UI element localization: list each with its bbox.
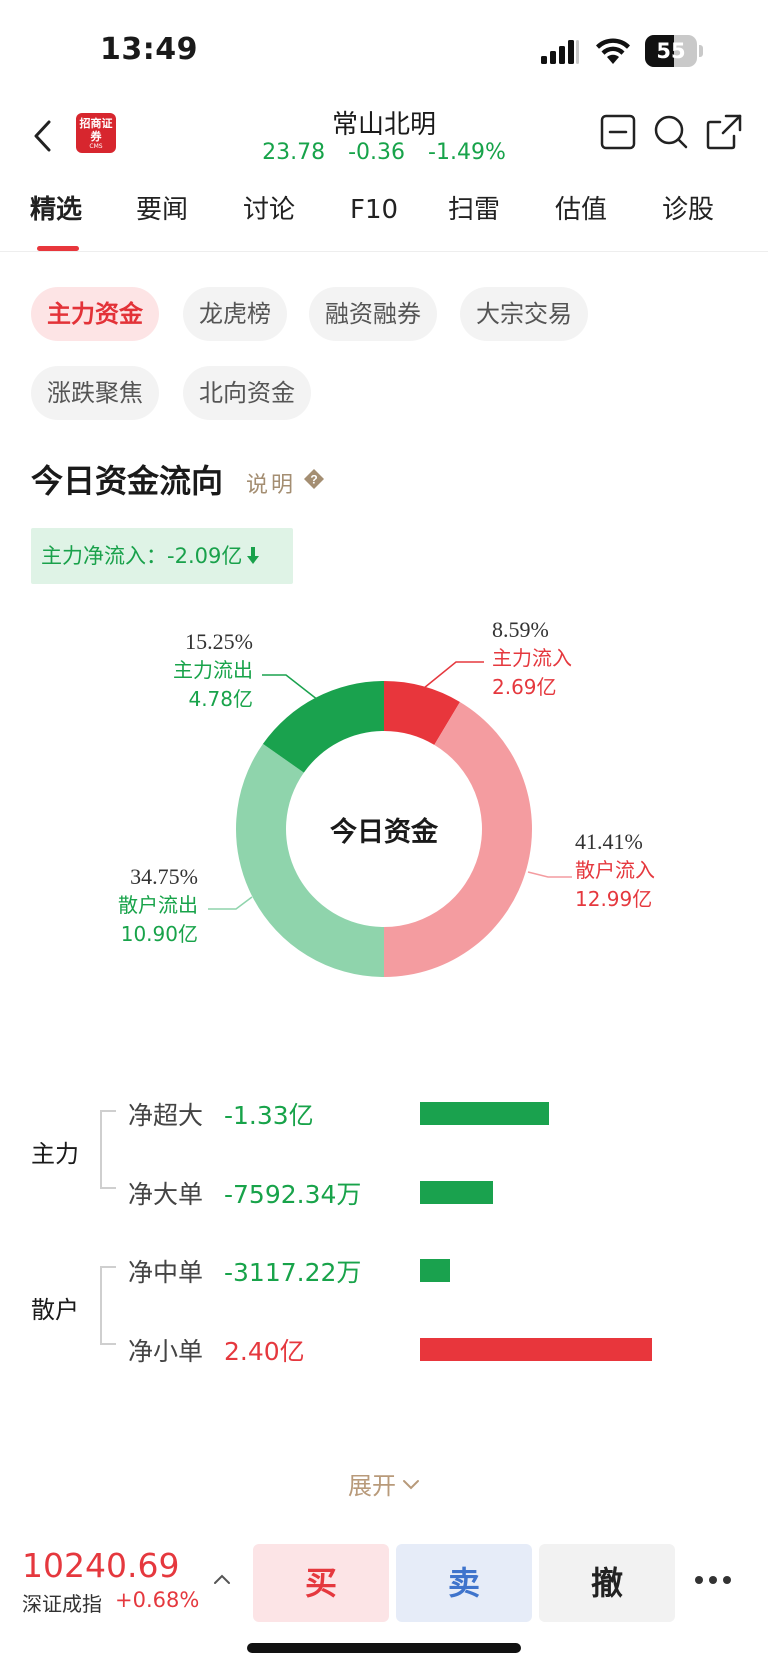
search-icon[interactable] (651, 112, 691, 152)
broker-logo: 招商证券 CMS (76, 113, 116, 153)
bar-medium (420, 1259, 451, 1282)
share-icon[interactable] (704, 112, 744, 152)
bottom-trade-bar: 10240.69 深证成指 +0.68% 买 卖 撤 (0, 1536, 768, 1626)
slice-main-inflow (384, 681, 460, 745)
chip-northbound[interactable]: 北向资金 (183, 366, 311, 420)
index-change[interactable]: +0.68% (115, 1588, 200, 1612)
status-time: 13:49 (100, 32, 198, 67)
retail-inflow-percent: 41.41% (575, 829, 643, 854)
index-name[interactable]: 深证成指 (22, 1592, 102, 1616)
net-inflow-badge: 主力净流入：-2.09亿 (31, 528, 293, 584)
net-inflow-value: -2.09亿 (167, 544, 243, 568)
slice-main-outflow (262, 681, 384, 773)
chip-price-focus[interactable]: 涨跌聚焦 (31, 366, 159, 420)
buy-button[interactable]: 买 (253, 1544, 389, 1622)
status-bar: 13:49 55 (0, 0, 768, 100)
home-indicator (247, 1643, 521, 1653)
leader-retail-outflow (208, 896, 253, 910)
retail-inflow-amount: 12.99亿 (575, 887, 653, 911)
group-bracket-retail (100, 1266, 116, 1345)
row-value-large: -7592.34万 (224, 1180, 362, 1209)
stock-header: 招商证券 CMS 常山北明 23.78 -0.36 -1.49% (0, 100, 768, 180)
retail-outflow-name: 散户流出 (118, 893, 198, 917)
group-bracket-main (100, 1110, 116, 1189)
bar-large (420, 1181, 494, 1204)
stock-quote: 23.78 -0.36 -1.49% (0, 140, 768, 165)
main-tabs: 精选 要闻 讨论 F10 扫雷 估值 诊股 (0, 190, 768, 252)
main-inflow-amount: 2.69亿 (492, 675, 557, 699)
bar-super-large (420, 1102, 549, 1125)
retail-outflow-percent: 34.75% (130, 864, 198, 889)
chip-margin-trading[interactable]: 融资融券 (309, 287, 437, 341)
stock-change-pct: -1.49% (428, 140, 506, 165)
chevron-down-icon (403, 1480, 419, 1490)
retail-outflow-amount: 10.90亿 (120, 922, 198, 946)
tab-news[interactable]: 要闻 (136, 195, 189, 225)
battery-icon: 55 (645, 35, 703, 67)
wifi-icon (596, 38, 630, 64)
group-label-main: 主力 (31, 1140, 79, 1168)
chip-main-funds[interactable]: 主力资金 (31, 287, 159, 341)
chip-block-trade[interactable]: 大宗交易 (460, 287, 588, 341)
expand-button[interactable]: 展开 (0, 1466, 768, 1501)
fund-flow-donut-chart (208, 661, 572, 977)
main-outflow-amount: 4.78亿 (188, 687, 253, 711)
tab-featured[interactable]: 精选 (30, 195, 83, 225)
row-value-small: 2.40亿 (224, 1337, 305, 1366)
row-value-medium: -3117.22万 (224, 1258, 362, 1287)
tab-f10[interactable]: F10 (350, 195, 399, 225)
stock-name: 常山北明 (331, 110, 436, 140)
caret-up-icon[interactable] (212, 1572, 232, 1586)
slice-label-retail-outflow: 34.75% 散户流出 10.90亿 (108, 862, 198, 949)
slice-label-main-outflow-text: 主力流出 4.78亿 (160, 656, 253, 714)
tab-valuation[interactable]: 估值 (555, 195, 608, 225)
main-inflow-percent: 8.59% (492, 617, 549, 642)
main-outflow-name: 主力流出 (173, 658, 253, 682)
leader-main-inflow (423, 661, 484, 689)
expand-label: 展开 (348, 1472, 396, 1500)
stock-price: 23.78 (262, 140, 326, 165)
tab-discussion[interactable]: 讨论 (243, 195, 296, 225)
main-inflow-name: 主力流入 (492, 646, 572, 670)
row-name-medium: 净中单 (128, 1258, 204, 1287)
group-label-retail: 散户 (31, 1296, 79, 1324)
slice-retail-outflow (235, 743, 384, 977)
net-inflow-label: 主力净流入： (41, 544, 167, 568)
chip-dragon-tiger[interactable]: 龙虎榜 (183, 287, 287, 341)
back-arrow-icon[interactable] (28, 116, 58, 156)
cellular-signal-icon (541, 40, 579, 64)
more-icon[interactable] (693, 1574, 733, 1586)
sell-button[interactable]: 卖 (396, 1544, 532, 1622)
down-arrow-icon (247, 547, 260, 564)
row-name-small: 净小单 (128, 1337, 204, 1366)
slice-label-main-outflow: 15.25% (178, 627, 253, 656)
svg-text:?: ? (310, 473, 317, 487)
leader-retail-inflow (527, 871, 572, 878)
tab-diagnosis[interactable]: 诊股 (662, 195, 715, 225)
slice-label-retail-inflow: 41.41% 散户流入 12.99亿 (575, 827, 655, 914)
logo-text: 招商证券 (79, 117, 113, 143)
row-value-super-large: -1.33亿 (224, 1101, 314, 1130)
remove-watchlist-icon[interactable] (598, 112, 638, 152)
main-outflow-percent: 15.25% (185, 629, 253, 654)
row-name-large: 净大单 (128, 1180, 204, 1209)
slice-retail-inflow (384, 701, 533, 977)
tab-risk-scan[interactable]: 扫雷 (448, 195, 501, 225)
battery-level-text: 55 (656, 39, 686, 63)
explain-link[interactable]: 说明 (246, 473, 297, 498)
stock-change: -0.36 (348, 140, 406, 165)
logo-sub: CMS (89, 143, 103, 150)
index-value[interactable]: 10240.69 (22, 1546, 180, 1585)
leader-main-outflow (262, 674, 319, 701)
cancel-order-button[interactable]: 撤 (539, 1544, 675, 1622)
retail-inflow-name: 散户流入 (575, 858, 655, 882)
row-name-super-large: 净超大 (128, 1101, 204, 1130)
active-tab-indicator (37, 246, 79, 251)
slice-label-main-inflow: 8.59% 主力流入 2.69亿 (492, 615, 572, 702)
section-title: 今日资金流向 (31, 462, 224, 500)
bar-small (420, 1338, 652, 1361)
question-icon[interactable]: ? (304, 469, 324, 489)
donut-center-label: 今日资金 (330, 817, 438, 848)
